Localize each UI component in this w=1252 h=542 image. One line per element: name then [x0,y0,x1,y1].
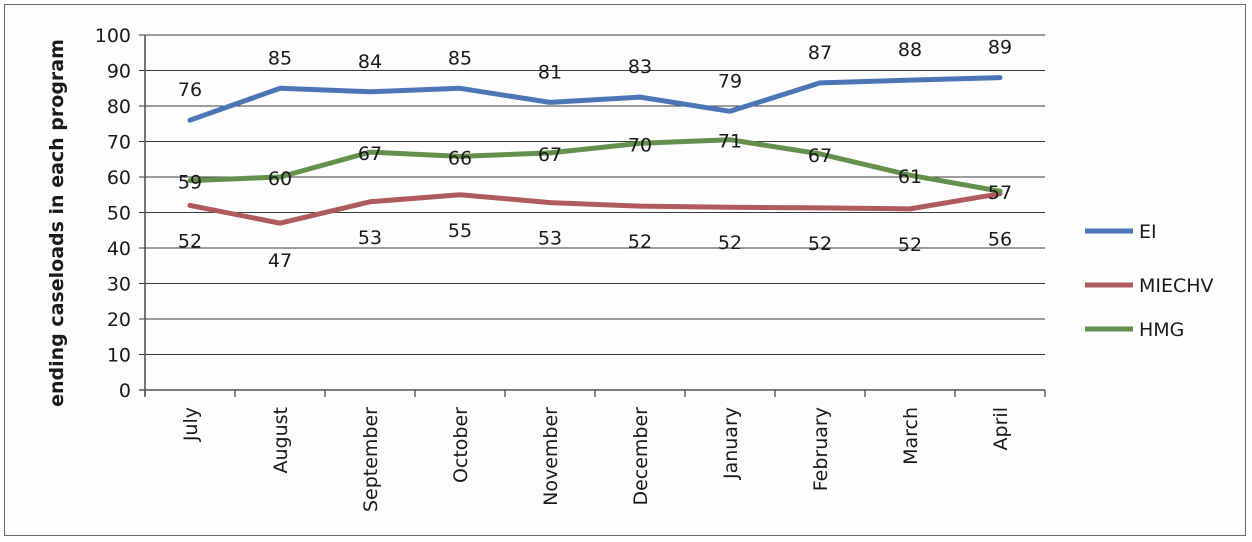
series-lines [187,75,1003,226]
data-label-hmg: 70 [628,134,652,156]
x-axis-ticks: July August September October November Decemb… [144,390,1046,512]
data-label-ei: 84 [358,51,382,73]
data-label-ei: 89 [988,37,1012,59]
x-tick-label: October [450,407,472,483]
data-label-miechv: 53 [358,227,382,249]
y-tick-label: 30 [107,274,131,296]
y-tick-label: 100 [95,25,131,47]
x-tick-label: March [900,407,922,465]
y-tick-label: 0 [119,380,131,402]
data-label-miechv: 53 [538,228,562,250]
data-label-hmg: 67 [358,143,382,165]
data-label-hmg: 57 [988,182,1012,204]
x-tick-label: February [810,407,832,491]
data-label-miechv: 47 [268,250,292,272]
y-axis-ticks: 0 10 20 30 40 50 60 70 80 90 100 [95,25,131,402]
y-axis-label: ending caseloads in each program [46,39,68,407]
data-label-miechv: 52 [718,232,742,254]
legend-label-hmg: HMG [1139,319,1184,341]
series-line-miechv [187,191,1003,226]
data-label-ei: 83 [628,56,652,78]
gridlines [139,34,1045,396]
y-tick-label: 60 [107,167,131,189]
data-label-ei: 87 [808,42,832,64]
data-label-ei: 79 [718,70,742,92]
data-label-ei: 85 [448,47,472,69]
data-label-hmg: 61 [898,166,922,188]
y-tick-label: 70 [107,132,131,154]
data-label-ei: 81 [538,61,562,83]
data-label-miechv: 52 [628,231,652,253]
x-tick-label: November [540,407,562,506]
data-label-miechv: 56 [988,229,1012,251]
y-tick-label: 90 [107,61,131,83]
data-label-hmg: 67 [538,144,562,166]
data-label-miechv: 52 [898,234,922,256]
data-label-hmg: 71 [718,131,742,153]
x-tick-label: December [630,407,652,506]
y-tick-label: 20 [107,309,131,331]
data-label-ei: 85 [268,47,292,69]
data-label-miechv: 52 [808,233,832,255]
data-label-hmg: 67 [808,145,832,167]
data-label-ei: 88 [898,39,922,61]
data-label-miechv: 55 [448,220,472,242]
data-label-hmg: 59 [178,172,202,194]
data-label-hmg: 66 [448,147,472,169]
data-label-miechv: 52 [178,230,202,252]
x-tick-label: April [990,407,1012,450]
y-tick-label: 50 [107,203,131,225]
series-line-hmg [187,137,1003,194]
x-tick-label: July [180,407,202,442]
x-tick-label: September [360,407,382,512]
y-tick-label: 80 [107,96,131,118]
y-tick-label: 10 [107,345,131,367]
data-label-hmg: 60 [268,168,292,190]
chart-frame: 0 10 20 30 40 50 60 70 80 90 100 July August Septemb… [4,4,1246,536]
line-chart: 0 10 20 30 40 50 60 70 80 90 100 July August Septemb… [46,25,1214,512]
legend-label-miechv: MIECHV [1139,275,1214,297]
x-tick-label: January [720,407,742,480]
y-tick-label: 40 [107,238,131,260]
legend: EI MIECHV HMG [1085,221,1214,341]
series-line-ei [187,75,1003,123]
data-labels: 76 85 84 85 81 83 79 87 88 89 52 47 53 55 53 52 52 52 52 56… [178,37,1012,273]
data-label-ei: 76 [178,79,202,101]
x-tick-label: August [270,407,292,474]
legend-label-ei: EI [1139,221,1157,243]
